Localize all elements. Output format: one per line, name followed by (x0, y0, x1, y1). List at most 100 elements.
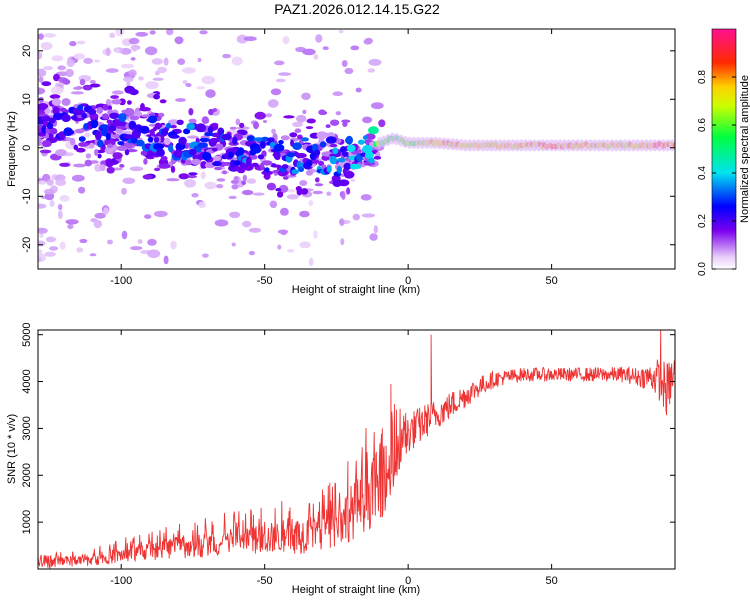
spectrogram-noise-blob (265, 113, 273, 118)
spectrogram-blob (236, 165, 246, 174)
spectrogram-blob (188, 172, 198, 176)
spectrogram-ridge-blob (70, 115, 78, 120)
spectrogram-noise-blob (292, 121, 303, 127)
spectrogram-noise-blob (280, 207, 289, 216)
spectrogram-noise-blob (79, 238, 88, 244)
spectrogram-halo (664, 139, 671, 152)
spectrogram-halo (415, 136, 422, 149)
spectrogram-noise-blob (315, 34, 323, 43)
spectrogram-halo (406, 136, 413, 149)
spectrogram-blob (378, 119, 386, 128)
spectrogram-noise-blob (177, 58, 186, 65)
spectrogram-noise-blob (199, 30, 208, 35)
spectrogram-noise-blob (138, 76, 144, 81)
spectrogram-noise-blob (43, 33, 56, 38)
spectrogram-blob (241, 189, 254, 196)
spectrogram-noise-blob (267, 99, 279, 108)
spectrogram-blob (124, 85, 136, 94)
spectrogram-x-label: Height of straight line (km) (292, 284, 420, 296)
spectrogram-noise-blob (248, 227, 262, 233)
spectrogram-ridge-blob (301, 137, 309, 142)
spectrogram-ridge-blob (78, 136, 86, 142)
spectrogram-ridge-blob (97, 139, 104, 148)
spectrogram-halo (613, 139, 620, 152)
spectrogram-blob (111, 99, 122, 105)
spectrogram-noise-blob (301, 92, 311, 101)
spectrogram-noise-blob (122, 76, 134, 83)
snr-y-label: SNR (10 * v/v) (6, 414, 18, 484)
spectrogram-ridge-blob (267, 137, 275, 143)
spectrogram-halo (591, 139, 598, 152)
spectrogram-halo (617, 139, 624, 152)
spectrogram-blob (332, 179, 343, 188)
spectrogram-noise-blob (152, 77, 164, 81)
spectrogram-blob (231, 184, 239, 190)
spectrogram-blob (316, 131, 328, 140)
spectrogram-blob (88, 142, 95, 149)
spectrogram-blob (329, 143, 338, 148)
spectrogram-blob (38, 138, 42, 146)
spectrogram-blob (297, 134, 303, 140)
spectrogram-noise-blob (59, 241, 66, 250)
spectrogram-blob (300, 188, 309, 195)
spectrogram-noise-blob (339, 218, 345, 227)
spectrogram-ridge-blob (139, 125, 150, 134)
spectrogram-blob (346, 187, 351, 195)
spectrogram-noise-blob (109, 32, 116, 39)
spectrogram-noise-blob (363, 38, 372, 45)
spectrogram-noise-blob (355, 87, 362, 93)
spectrogram-noise-blob (131, 44, 138, 52)
snr-frame (37, 329, 676, 570)
spectrogram-blob (302, 109, 307, 114)
spectrogram-ridge-blob (186, 122, 195, 131)
spectrogram-ridge-blob (252, 146, 261, 154)
spectrogram-halo (436, 137, 443, 150)
spectrogram-y-tick-label: 20 (21, 45, 33, 57)
spectrogram-ridge-blob (47, 121, 54, 130)
spectrogram-ridge-blob (368, 126, 379, 135)
spectrogram-halo (570, 139, 577, 152)
spectrogram-noise-blob (43, 66, 54, 71)
spectrogram-halo (587, 139, 594, 152)
spectrogram-noise-blob (282, 36, 290, 45)
spectrogram-blob (126, 100, 132, 105)
colorbar-tick-label: 0.8 (697, 70, 708, 84)
spectrogram-blob (79, 78, 86, 86)
spectrogram-halo (596, 139, 602, 152)
spectrogram-noise-blob (38, 227, 48, 234)
spectrogram-blob (216, 184, 224, 189)
spectrogram-x-tick-label: -50 (257, 275, 273, 287)
colorbar-gradient (711, 28, 737, 270)
spectrogram-halo (479, 139, 486, 152)
spectrogram-noise-blob (122, 177, 136, 184)
spectrogram-blobs (38, 29, 675, 267)
spectrogram-ridge-blob (207, 126, 214, 134)
spectrogram-halo (561, 139, 568, 152)
spectrogram-noise-blob (243, 36, 257, 42)
spectrogram-blob (261, 160, 273, 166)
spectrogram-ridge-blob (173, 149, 184, 158)
spectrogram-blob (154, 167, 161, 172)
spectrogram-noise-blob (103, 207, 109, 215)
spectrogram-noise-blob (308, 257, 314, 267)
spectrogram-blob (187, 174, 198, 179)
spectrogram-halo (552, 139, 559, 152)
spectrogram-halo (475, 139, 482, 152)
spectrogram-ridge-blob (217, 127, 225, 136)
spectrogram-blob (249, 154, 258, 160)
spectrogram-halo (583, 139, 589, 152)
spectrogram-halo (626, 139, 633, 152)
spectrogram-blob (326, 191, 332, 196)
spectrogram-noise-blob (222, 53, 232, 59)
spectrogram-blob (116, 145, 128, 151)
spectrogram-ridge-blob (325, 136, 337, 144)
spectrogram-blob (294, 128, 302, 133)
spectrogram-noise-blob (202, 253, 209, 258)
spectrogram-halo (656, 139, 663, 152)
spectrogram-noise-blob (373, 225, 378, 234)
spectrogram-halo (488, 139, 495, 152)
spectrogram-noise-blob (105, 68, 119, 73)
spectrogram-noise-blob (344, 67, 354, 75)
spectrogram-noise-blob (242, 220, 252, 228)
spectrogram-blob (168, 119, 180, 125)
